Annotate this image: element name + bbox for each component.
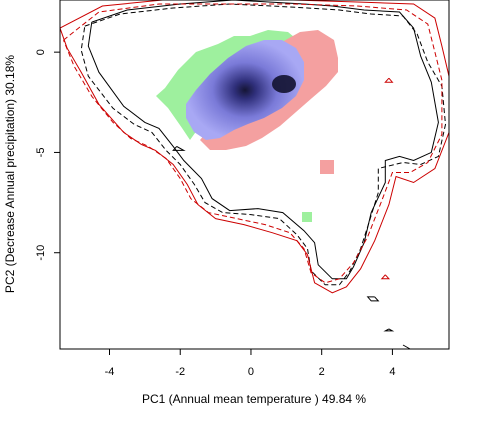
x-tick-label-3: 2 <box>319 366 325 378</box>
x-axis: -4 -2 0 2 4 <box>105 349 395 378</box>
y-tick-label-0: 0 <box>35 49 47 55</box>
envelope-fragment-5 <box>172 145 186 151</box>
y-axis-label: PC2 (Decrease Annual precipitation) 30.1… <box>3 55 17 293</box>
x-tick-label-4: 4 <box>389 366 395 378</box>
envelope-fragment-0 <box>366 296 380 302</box>
y-tick-label-2: -10 <box>35 245 47 261</box>
x-axis-label: PC1 (Annual mean temperature ) 49.84 % <box>142 392 366 406</box>
envelope-layer <box>60 0 449 349</box>
niche-overlap-region <box>186 40 304 140</box>
envelope-fragment-2 <box>402 344 411 349</box>
species2-only-patch <box>320 160 334 174</box>
y-axis: 0 -5 -10 <box>35 49 60 261</box>
x-tick-label-0: -4 <box>105 366 115 378</box>
envelope-contour-1 <box>80 3 447 286</box>
envelope-fragment-4 <box>380 274 391 280</box>
envelope-fragment-3 <box>384 77 394 83</box>
density-peak <box>272 75 296 93</box>
density-layer <box>156 30 338 222</box>
species1-only-patch <box>302 212 312 222</box>
x-tick-label-1: -2 <box>175 366 185 378</box>
plot-frame <box>59 0 450 350</box>
envelope-contour-3 <box>63 3 443 284</box>
envelope-fragment-1 <box>383 328 395 332</box>
y-tick-label-1: -5 <box>35 148 47 158</box>
x-tick-label-2: 0 <box>248 366 254 378</box>
